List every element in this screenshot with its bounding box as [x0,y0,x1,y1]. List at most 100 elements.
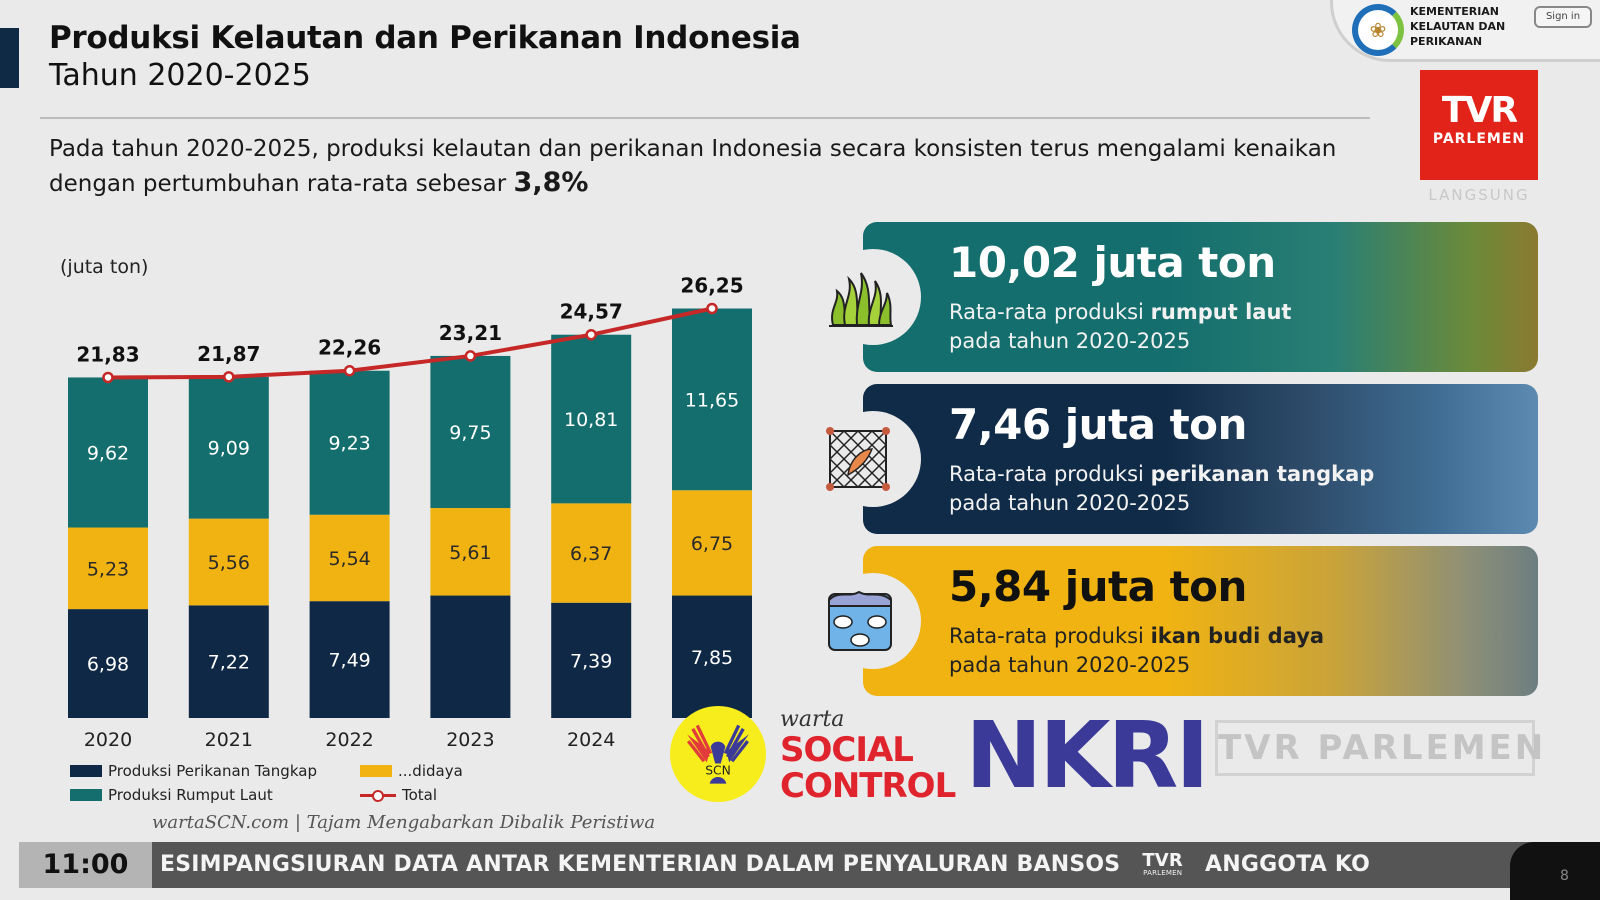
bar-segment-2020-1 [68,527,148,610]
y-axis-unit-label: (juta ton) [60,256,149,278]
caption-post: pada tahun 2020-2025 [949,329,1191,353]
legend-total: Total [360,786,437,804]
eagle-emblem-icon: SCN [686,724,750,784]
stat-card-perikanan-tangkap: 7,46 juta ton Rata-rata produksi perikan… [863,384,1538,534]
bar-value-label: 7,85 [691,647,733,669]
bar-value-label: 6,98 [87,654,129,676]
bar-segment-2022-2 [309,370,390,515]
bar-segment-2020-0 [68,609,148,718]
news-ticker [19,842,1600,888]
total-point [343,364,356,377]
bar-segment-2021-0 [188,605,269,718]
bar-value-label: 9,23 [328,433,370,455]
watermark-nkri: NKRI [965,702,1209,809]
bar-value-label: 5,56 [208,552,250,574]
stat-card-rumput-laut: 10,02 juta ton Rata-rata produksi rumput… [863,222,1538,372]
slide-subtitle: Tahun 2020-2025 [49,58,311,93]
bar-value-label: 6,75 [691,533,733,555]
total-point [102,371,114,384]
stat-value: 10,02 juta ton [949,238,1276,287]
bar-value-label: 5,23 [87,558,129,580]
page-corner [1510,842,1600,900]
bar-value-label: 6,37 [570,543,612,565]
legend-budidaya: ...didaya [360,762,463,780]
sign-in-button[interactable]: Sign in [1534,6,1592,28]
bar-segment-2022-1 [309,514,390,602]
bar-value-label: 9,62 [87,442,129,464]
fish-pond-icon [824,585,896,657]
page-number: 8 [1560,868,1569,884]
caption-bold: ikan budi daya [1150,624,1325,648]
watermark-brand: warta SOCIAL CONTROL NKRI [780,702,1210,809]
total-point [464,350,477,362]
growth-rate: 3,8% [513,167,589,198]
bar-segment-2020-2 [68,377,148,528]
bar-segment-2024-1 [551,503,632,603]
watermark-warta: warta [780,707,845,732]
title-accent-bar [0,28,19,88]
ticker-logo-sub: PARLEMEN [1143,868,1183,877]
bar-value-label: 7,22 [208,652,250,674]
tvr-parlemen-logo: TVR PARLEMEN [1420,70,1538,180]
watermark-site-tagline: wartaSCN.com | Tajam Mengabarkan Dibalik… [152,812,656,833]
scn-eagle-logo: SCN [670,706,766,802]
total-point [223,371,235,383]
stat-caption: Rata-rata produksi ikan budi daya pada t… [949,622,1324,680]
legend-label-total: Total [402,786,438,804]
legend-tangkap: Produksi Perikanan Tangkap [70,762,317,780]
bar-segment-2023-0 [430,595,511,718]
caption-bold: perikanan tangkap [1150,462,1375,486]
caption-post: pada tahun 2020-2025 [949,653,1191,677]
bar-value-label: 7,49 [328,650,370,672]
bar-segment-2025-1 [672,490,752,596]
bar-value-label: 5,54 [328,548,370,570]
caption-pre: Rata-rata produksi [949,624,1151,648]
x-tick-label: 2024 [567,729,615,751]
total-value-label: 21,87 [197,342,260,366]
stacked-bar-chart: 6,98 5,23 9,62 2020 21,83 7,22 5,56 9,09 2021 21,… [68,274,752,751]
seaweed-icon [824,263,896,335]
bar-value-label: 7,39 [570,650,612,672]
x-tick-label: 2021 [205,729,253,751]
bar-value-label: 9,09 [208,438,250,460]
ticker-clock: 11:00 [19,842,152,888]
slide-title: Produksi Kelautan dan Perikanan Indonesi… [49,20,801,56]
fishing-net-icon [822,423,894,495]
stat-value: 5,84 juta ton [949,562,1247,611]
live-indicator: LANGSUNG [1428,186,1530,204]
total-value-label: 24,57 [560,300,623,324]
bar-segment-2021-2 [188,376,269,519]
bar-segment-2024-2 [551,334,632,504]
total-value-label: 21,83 [76,342,139,366]
ministry-name: KEMENTERIAN KELAUTAN DAN PERIKANAN [1410,5,1506,48]
bar-value-label: 5,61 [449,542,491,564]
caption-post: pada tahun 2020-2025 [949,491,1191,515]
x-tick-label: 2020 [84,729,132,751]
scn-monogram: SCN [705,764,731,778]
summary-text: Pada tahun 2020-2025, produksi kelautan … [49,132,1404,201]
garuda-emblem-icon: ❀ [1352,4,1404,56]
total-value-label: 23,21 [439,321,502,345]
caption-pre: Rata-rata produksi [949,300,1151,324]
x-tick-label: 2022 [325,729,373,751]
bar-segment-2024-0 [551,602,632,718]
tvr-logo-sub: PARLEMEN [1432,131,1526,147]
legend-rumput-laut: Produksi Rumput Laut [70,786,273,804]
legend-swatch-total [360,789,396,802]
total-value-label: 26,25 [680,274,743,298]
caption-bold: rumput laut [1150,300,1292,324]
bar-segment-2023-1 [430,508,511,596]
bar-value-label: 9,75 [449,422,491,444]
ticker-headline: ESIMPANGSIURAN DATA ANTAR KEMENTERIAN DA… [160,852,1121,877]
watermark-social: SOCIAL [780,730,914,770]
watermark-control: CONTROL [780,766,956,806]
ticker-headlines: ESIMPANGSIURAN DATA ANTAR KEMENTERIAN DA… [160,842,1500,888]
total-line [107,306,713,380]
tvr-logo-main: TVR [1441,90,1518,131]
total-point [706,302,718,315]
bar-segment-2021-1 [188,518,269,606]
stat-caption: Rata-rata produksi perikanan tangkap pad… [949,460,1374,518]
legend-swatch-rumput-laut [70,789,102,801]
ticker-logo-main: TVR [1142,849,1183,871]
